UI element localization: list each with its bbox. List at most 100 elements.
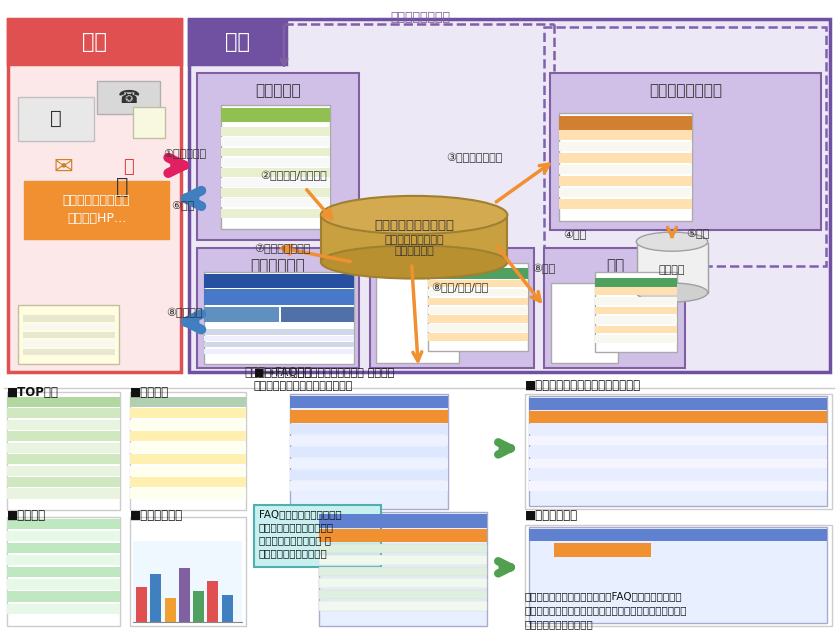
Bar	[595, 272, 677, 352]
Bar	[221, 158, 330, 167]
Bar	[319, 578, 487, 588]
Text: ■よくある質問とその回答一覧画面: ■よくある質問とその回答一覧画面	[525, 380, 641, 392]
Ellipse shape	[321, 245, 507, 279]
Text: 広聴担当課: 広聴担当課	[429, 258, 475, 273]
Bar	[130, 420, 246, 430]
Bar	[197, 248, 359, 368]
Bar	[529, 481, 827, 491]
Bar	[559, 142, 692, 151]
Bar	[189, 19, 830, 372]
Bar	[222, 595, 233, 622]
Bar	[550, 73, 821, 230]
Bar	[23, 340, 115, 347]
Text: 広聴担当課: 広聴担当課	[255, 83, 301, 98]
Bar	[428, 298, 528, 305]
Text: 文書保存: 文書保存	[659, 265, 685, 275]
Bar	[595, 326, 677, 333]
Bar	[529, 470, 827, 480]
Bar	[428, 333, 528, 341]
Bar	[7, 555, 120, 565]
Bar	[204, 336, 354, 341]
Text: ②受付入力/回答入力: ②受付入力/回答入力	[260, 171, 327, 181]
Bar	[428, 263, 528, 351]
Bar	[595, 278, 677, 287]
Bar	[376, 275, 459, 363]
Bar	[319, 555, 487, 565]
Bar	[319, 590, 487, 599]
Bar	[290, 481, 448, 491]
Bar	[290, 394, 448, 509]
Bar	[7, 517, 120, 626]
Bar	[544, 248, 685, 368]
Bar	[7, 431, 120, 441]
Bar	[559, 130, 692, 140]
Bar	[221, 108, 330, 122]
Bar	[130, 488, 246, 499]
Bar	[559, 113, 692, 221]
Bar	[7, 567, 120, 577]
Bar	[130, 431, 246, 441]
Bar	[23, 332, 115, 338]
Bar	[529, 459, 827, 468]
Bar	[529, 529, 827, 541]
Bar	[8, 19, 181, 372]
Ellipse shape	[637, 232, 708, 251]
Bar	[559, 176, 692, 186]
Text: 住民: 住民	[82, 32, 108, 52]
Bar	[221, 198, 330, 207]
Bar	[529, 527, 827, 623]
Bar	[321, 216, 507, 262]
Bar	[559, 199, 692, 209]
Bar	[204, 349, 354, 354]
Bar	[559, 165, 692, 174]
Bar	[7, 408, 120, 418]
Text: ⑧参照/統計/分析: ⑧参照/統計/分析	[431, 282, 488, 293]
Bar	[197, 73, 359, 240]
Bar	[130, 517, 246, 626]
Bar	[165, 598, 176, 622]
Bar	[529, 411, 827, 423]
Bar	[150, 574, 161, 622]
Text: 💻: 💻	[116, 177, 128, 197]
Text: 市民の声データベース: 市民の声データベース	[374, 219, 454, 232]
Bar	[204, 307, 279, 322]
Bar	[428, 280, 528, 287]
Bar	[525, 525, 832, 626]
Bar	[130, 477, 246, 487]
Bar	[130, 397, 246, 407]
Bar	[204, 289, 354, 305]
Text: ①問い合わせ: ①問い合わせ	[163, 148, 207, 158]
Bar	[554, 543, 651, 556]
Text: 文書管理システム: 文書管理システム	[649, 83, 722, 98]
Text: ✉: ✉	[53, 155, 73, 179]
Text: 問答集→FAQ集に: 問答集→FAQ集に	[244, 366, 312, 379]
Bar	[18, 305, 119, 364]
Bar	[595, 335, 677, 343]
Text: 広聴担当課に戻す: 広聴担当課に戻す	[390, 11, 450, 24]
Bar	[559, 116, 692, 130]
Bar	[130, 466, 246, 476]
Text: ホームページ: ホームページ	[250, 258, 306, 273]
Bar	[7, 543, 120, 553]
Bar	[290, 447, 448, 457]
Bar	[559, 153, 692, 163]
Bar	[290, 436, 448, 445]
Bar	[595, 307, 677, 314]
Ellipse shape	[321, 196, 507, 234]
Bar	[551, 283, 618, 363]
Text: ⑧参照: ⑧参照	[533, 263, 556, 273]
Bar	[133, 541, 242, 623]
Bar	[595, 316, 677, 324]
Bar	[254, 505, 381, 567]
Text: ■よくある質問とその回答、質問箱 ご意見箱
　（行政相談）（ホームページ）: ■よくある質問とその回答、質問箱 ご意見箱 （行政相談）（ホームページ）	[254, 368, 394, 391]
Text: 庁内: 庁内	[225, 32, 250, 52]
Text: ⑥回答: ⑥回答	[171, 200, 195, 210]
Bar	[290, 424, 448, 434]
Text: ⑧情報公開: ⑧情報公開	[166, 308, 203, 318]
Text: 電話、来庁、文書、
メール、HP…: 電話、来庁、文書、 メール、HP…	[63, 194, 130, 225]
Bar	[428, 268, 528, 279]
Bar	[529, 447, 827, 457]
Bar	[221, 188, 330, 197]
Bar	[7, 531, 120, 541]
Bar	[130, 392, 246, 510]
